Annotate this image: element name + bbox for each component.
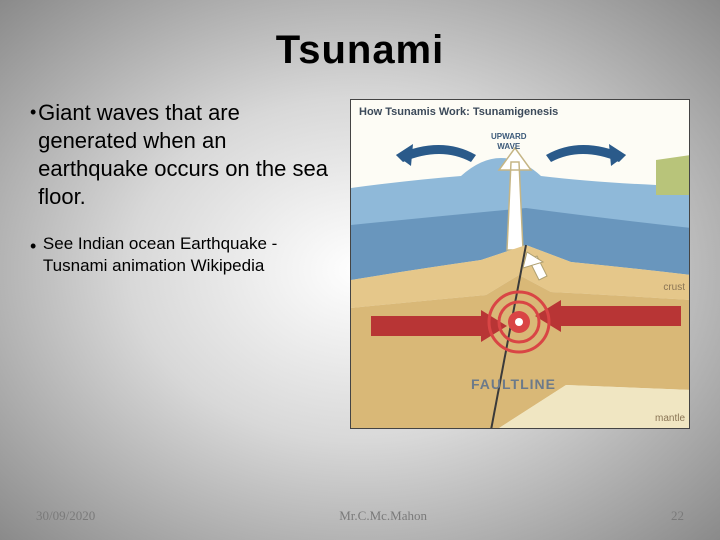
bullet-main: • Giant waves that are generated when an… (30, 99, 340, 211)
bullet-sub: • See Indian ocean Earthquake - Tusnami … (30, 233, 340, 277)
content-row: • Giant waves that are generated when an… (30, 99, 690, 429)
land-shape (656, 155, 690, 195)
bullet-marker-icon: • (30, 99, 38, 125)
label-mantle: mantle (655, 413, 685, 424)
bullet-marker-icon: • (30, 233, 43, 259)
footer: 30/09/2020 Mr.C.Mc.Mahon 22 (0, 508, 720, 524)
bullet-main-text: Giant waves that are generated when an e… (38, 99, 340, 211)
diagram-column: How Tsunamis Work: Tsunamigenesis UPWARD… (350, 99, 690, 429)
label-crust: crust (663, 282, 685, 293)
slide-title: Tsunami (30, 28, 690, 73)
epicenter (489, 292, 549, 352)
footer-author: Mr.C.Mc.Mahon (339, 508, 427, 524)
diagram-title: How Tsunamis Work: Tsunamigenesis (359, 106, 558, 118)
text-column: • Giant waves that are generated when an… (30, 99, 350, 429)
slide-container: Tsunami • Giant waves that are generated… (0, 0, 720, 540)
label-upward-wave: UPWARD WAVE (491, 132, 527, 152)
footer-page: 22 (671, 508, 684, 524)
footer-date: 30/09/2020 (36, 508, 95, 524)
label-faultline: FAULTLINE (471, 376, 556, 392)
tsunami-diagram: How Tsunamis Work: Tsunamigenesis UPWARD… (350, 99, 690, 429)
bullet-sub-text: See Indian ocean Earthquake - Tusnami an… (43, 233, 340, 277)
